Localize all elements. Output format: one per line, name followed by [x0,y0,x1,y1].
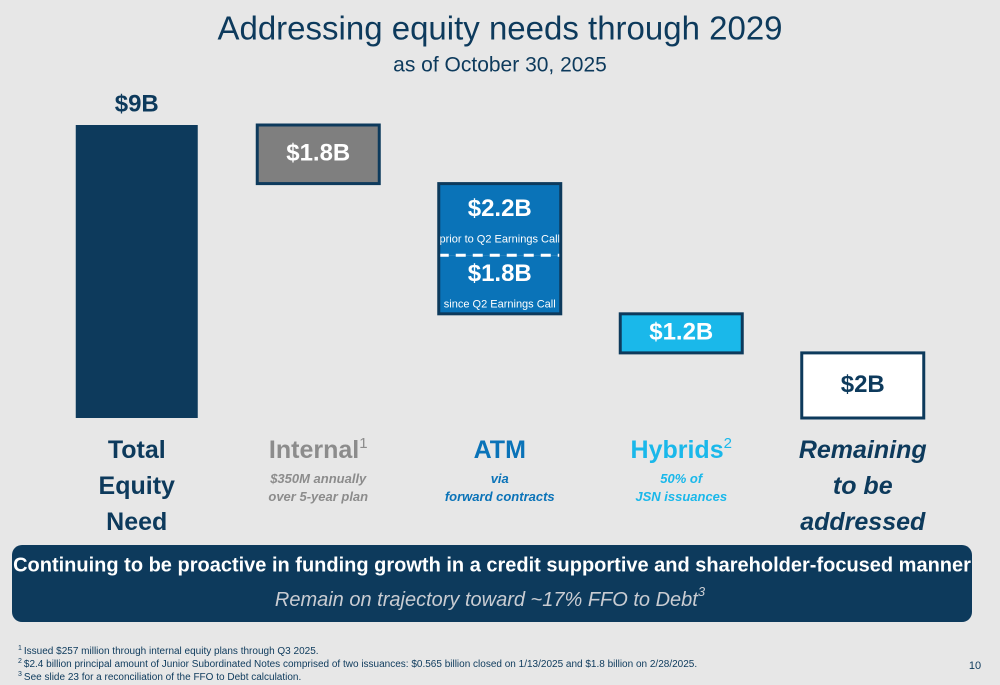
bar [75,125,198,418]
footnote-text: See slide 23 for a reconciliation of the… [24,672,301,683]
category-text: Hybrids [630,436,724,464]
note-line: 50% of [660,471,703,486]
category-text: Remaining to be addressed [798,436,927,536]
footnote-marker: 1 [359,435,368,452]
note-line: JSN issuances [635,489,728,504]
category-text: Total Equity Need [98,436,175,536]
bar-segment [438,255,561,314]
category-label: Remaining to be addressed [798,432,928,540]
footnote-text: Issued $257 million through internal equ… [24,646,319,657]
segment-caption: prior to Q2 Earnings Call [440,233,560,245]
category-label: ATM via forward contracts [425,432,575,506]
category-note: via forward contracts [425,470,575,506]
page-number: 10 [969,660,981,672]
note-line: $350M annually [270,471,367,486]
bar-segment [257,125,380,184]
footnote-marker: 3 [698,584,706,599]
value-label: $2.2B [468,195,532,222]
note-line: forward contracts [444,489,555,504]
footnote: 2 $2.4 billion principal amount of Junior… [18,658,697,670]
footnote-marker: 2 [18,658,22,665]
footnote: 1 Issued $257 million through internal eq… [18,645,319,657]
value-label: $2B [841,371,885,398]
bar-outline [437,182,563,316]
category-note: $350M annually over 5-year plan [243,470,393,506]
bar-segment [620,313,743,353]
category-label: Internal1 $350M annually over 5-year plan [243,432,393,506]
category-text: Internal [268,436,360,464]
chart-subtitle: as of October 30, 2025 [393,54,607,77]
footnote-marker: 2 [723,435,732,452]
value-label: $1.2B [649,319,713,346]
bar-outline [255,123,381,186]
segment-caption: since Q2 Earnings Call [444,298,556,310]
category-label: Total Equity Need [87,432,187,540]
category-text: ATM [473,436,526,464]
banner-subline: Remain on trajectory toward ~17% FFO to … [275,584,706,611]
bar-outline [800,351,926,420]
value-label: $9B [115,90,159,117]
value-label: $1.8B [468,260,532,287]
note-line: over 5-year plan [268,489,369,504]
value-label: $1.8B [286,140,350,167]
banner [12,545,972,622]
footnote-marker: 3 [18,671,22,678]
footnote: 3 See slide 23 for a reconciliation of th… [18,671,301,683]
bar-segment [438,183,561,256]
category-label: Hybrids2 50% of JSN issuances [606,432,756,506]
banner-subline-text: Remain on trajectory toward ~17% FFO to … [275,589,699,611]
bar-segment [801,352,924,418]
footnote-text: $2.4 billion principal amount of Junior … [24,659,697,670]
chart-title: Addressing equity needs through 2029 [217,10,782,47]
category-note: 50% of JSN issuances [606,470,756,506]
bar-outline [618,312,744,355]
note-line: via [490,471,509,486]
banner-headline: Continuing to be proactive in funding gr… [13,554,971,576]
footnote-marker: 1 [18,645,22,652]
